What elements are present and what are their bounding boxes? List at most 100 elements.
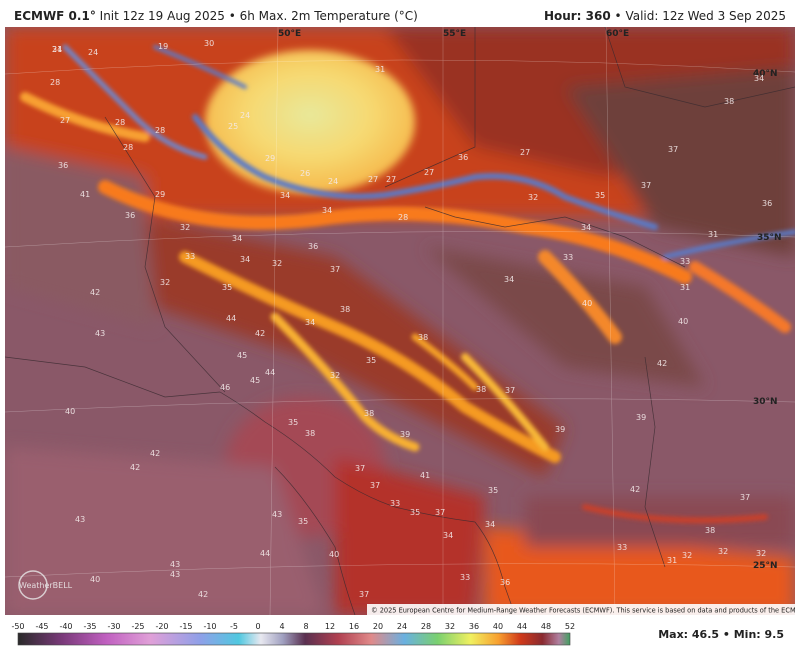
temperature-label: 25 xyxy=(228,122,238,131)
temperature-label: 27 xyxy=(368,175,378,184)
temperature-label: 43 xyxy=(170,560,180,569)
map: 50°E 55°E 60°E 40°N 35°N 30°N 25°N 24 24 28 27 28… xyxy=(5,27,795,615)
temperature-label: 29 xyxy=(265,154,275,163)
header-left: ECMWF 0.1° Init 12z 19 Aug 2025 • 6h Max… xyxy=(14,9,418,23)
colorbar-tick-label: 8 xyxy=(303,622,308,631)
temperature-label: 35 xyxy=(410,508,420,517)
colorbar-tick-label: 12 xyxy=(325,622,335,631)
logo: WeatherBELL xyxy=(18,570,73,600)
temperature-label: 44 xyxy=(260,549,270,558)
temperature-label: 42 xyxy=(90,288,100,297)
latitude-label: 30°N xyxy=(753,397,778,407)
temperature-label: 29 xyxy=(155,190,165,199)
temperature-label: 34 xyxy=(240,255,250,264)
temperature-label: 27 xyxy=(60,116,70,125)
temperature-label: 34 xyxy=(305,318,315,327)
temperature-label: 32 xyxy=(528,193,538,202)
colorbar-tick-label: 4 xyxy=(279,622,284,631)
temperature-label: 37 xyxy=(668,145,678,154)
temperature-label: 31 xyxy=(52,45,62,54)
temperature-label: 26 xyxy=(300,169,310,178)
temperature-label: 31 xyxy=(375,65,385,74)
header-right: Hour: 360 • Valid: 12z Wed 3 Sep 2025 xyxy=(544,9,786,23)
colorbar-tick-label: -30 xyxy=(107,622,120,631)
colorbar-tick-label: -35 xyxy=(83,622,96,631)
latitude-label: 35°N xyxy=(757,233,782,243)
temperature-label: 43 xyxy=(95,329,105,338)
temperature-label: 38 xyxy=(705,526,715,535)
temperature-label: 35 xyxy=(488,486,498,495)
temperature-label: 34 xyxy=(754,74,764,83)
temperature-label: 28 xyxy=(398,213,408,222)
temperature-label: 41 xyxy=(420,471,430,480)
temperature-label: 36 xyxy=(125,211,135,220)
temperature-label: 32 xyxy=(718,547,728,556)
temperature-label: 37 xyxy=(359,590,369,599)
temperature-label: 31 xyxy=(667,556,677,565)
temperature-label: 24 xyxy=(240,111,250,120)
temperature-label: 27 xyxy=(520,148,530,157)
temperature-label: 32 xyxy=(272,259,282,268)
temperature-label: 37 xyxy=(641,181,651,190)
colorbar-ramp xyxy=(17,632,571,646)
colorbar-tick-label: 20 xyxy=(373,622,383,631)
colorbar-tick-label: 24 xyxy=(397,622,407,631)
temperature-label: 28 xyxy=(115,118,125,127)
colorbar-tick-label: -15 xyxy=(179,622,192,631)
colorbar-tick-label: -50 xyxy=(11,622,24,631)
temperature-label: 33 xyxy=(680,257,690,266)
temperature-label: 31 xyxy=(680,283,690,292)
map-background xyxy=(5,27,795,615)
temperature-label: 38 xyxy=(305,429,315,438)
temperature-label: 40 xyxy=(65,407,75,416)
temperature-label: 42 xyxy=(255,329,265,338)
temperature-label: 46 xyxy=(220,383,230,392)
colorbar-tick-label: 32 xyxy=(445,622,455,631)
temperature-label: 27 xyxy=(386,175,396,184)
colorbar: -50 -45 -40 -35 -30 -25 -20 -15 -10 -5 0 4 8 12 16 20 24… xyxy=(11,622,575,646)
temperature-label: 24 xyxy=(52,45,62,54)
temperature-label: 31 xyxy=(708,230,718,239)
temperature-label: 42 xyxy=(630,485,640,494)
temperature-label: 37 xyxy=(435,508,445,517)
temperature-label: 38 xyxy=(724,97,734,106)
temperature-label: 40 xyxy=(329,550,339,559)
temperature-label: 28 xyxy=(155,126,165,135)
temperature-label: 43 xyxy=(272,510,282,519)
colorbar-tick-label: 44 xyxy=(517,622,527,631)
temperature-label: 44 xyxy=(265,368,275,377)
temperature-label: 32 xyxy=(180,223,190,232)
longitude-label: 55°E xyxy=(443,29,466,39)
copyright-box xyxy=(367,604,795,615)
colorbar-tick-label: 36 xyxy=(469,622,479,631)
temperature-label: 45 xyxy=(237,351,247,360)
temperature-label: 36 xyxy=(762,199,772,208)
colorbar-tick-label: 28 xyxy=(421,622,431,631)
temperature-label: 35 xyxy=(595,191,605,200)
temperature-label: 44 xyxy=(226,314,236,323)
temperature-label: 33 xyxy=(390,499,400,508)
colorbar-tick-label: 16 xyxy=(349,622,359,631)
temperature-label: 34 xyxy=(322,206,332,215)
colorbar-tick-label: 40 xyxy=(493,622,503,631)
temperature-label: 38 xyxy=(418,333,428,342)
temperature-label: 35 xyxy=(366,356,376,365)
temperature-label: 28 xyxy=(50,78,60,87)
temperature-label: 34 xyxy=(485,520,495,529)
temperature-label: 37 xyxy=(330,265,340,274)
temperature-label: 19 xyxy=(158,42,168,51)
longitude-label: 50°E xyxy=(278,29,301,39)
temperature-label: 35 xyxy=(222,283,232,292)
temperature-label: 33 xyxy=(185,252,195,261)
colorbar-tick-label: -5 xyxy=(230,622,238,631)
temperature-label: 39 xyxy=(555,425,565,434)
temperature-label: 35 xyxy=(298,517,308,526)
temperature-label: 32 xyxy=(756,549,766,558)
colorbar-tick-label: 0 xyxy=(255,622,260,631)
stats: Max: 46.5 • Min: 9.5 xyxy=(658,628,784,641)
footer-stats: Max: 46.5 • Min: 9.5 xyxy=(658,628,784,641)
colorbar-tick-label: 52 xyxy=(565,622,575,631)
logo-text: WeatherBELL xyxy=(19,581,73,590)
temperature-label: 40 xyxy=(90,575,100,584)
